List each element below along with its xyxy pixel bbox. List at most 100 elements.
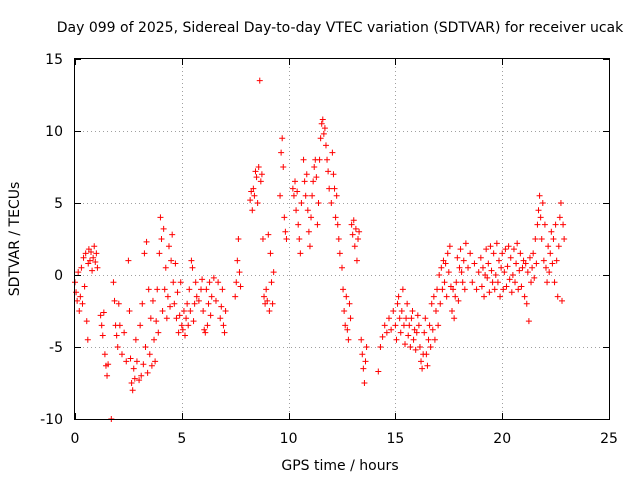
data-point [187, 308, 194, 314]
data-point [173, 315, 180, 322]
data-point [177, 279, 184, 286]
data-point [467, 250, 474, 257]
data-point [385, 315, 392, 322]
data-point [491, 286, 498, 293]
data-point [555, 243, 562, 250]
data-point [266, 308, 273, 314]
data-point [332, 214, 339, 221]
data-point [430, 293, 437, 300]
data-point [311, 164, 318, 170]
data-point [342, 322, 349, 329]
chart-title: Day 099 of 2025, Sidereal Day-to-day VTE… [57, 20, 624, 36]
data-point [359, 351, 366, 358]
data-point [309, 192, 316, 199]
data-point [336, 250, 343, 257]
data-point [351, 243, 358, 250]
data-point [199, 276, 206, 283]
data-point [160, 225, 167, 232]
plot-frame [74, 58, 610, 420]
data-point [397, 329, 404, 336]
data-point [381, 322, 388, 329]
data-point [148, 362, 155, 369]
data-point [546, 269, 553, 276]
data-point [461, 286, 468, 293]
data-point [191, 300, 198, 307]
data-point [131, 375, 138, 382]
data-point [444, 250, 451, 257]
data-point [222, 308, 229, 314]
data-point [217, 315, 224, 322]
data-point [91, 243, 98, 250]
data-point [75, 269, 82, 276]
data-point [157, 214, 164, 221]
data-point [152, 358, 159, 365]
data-point [186, 286, 193, 293]
data-point [155, 329, 162, 336]
data-point [399, 286, 406, 293]
data-point [80, 254, 87, 261]
data-point [247, 197, 254, 204]
data-point [195, 297, 202, 304]
data-point [263, 286, 270, 293]
data-point [270, 269, 277, 276]
data-point [74, 297, 81, 304]
data-point [220, 322, 227, 329]
data-point [250, 185, 257, 192]
data-point [375, 368, 382, 375]
data-point [121, 329, 128, 336]
data-point [326, 185, 333, 192]
data-point [530, 250, 537, 257]
data-point [123, 358, 130, 365]
data-point [333, 192, 340, 199]
data-point [521, 293, 528, 300]
data-point [168, 257, 175, 264]
data-point [402, 341, 409, 348]
data-point [429, 326, 436, 333]
data-point [442, 260, 449, 267]
data-point [497, 293, 504, 300]
data-point [189, 264, 196, 271]
data-point [324, 156, 331, 163]
x-tick-label: 5 [177, 431, 186, 447]
data-point [306, 243, 313, 250]
data-point [137, 322, 144, 329]
data-point [138, 372, 145, 379]
data-point [509, 272, 516, 278]
data-point [175, 329, 182, 336]
data-point [99, 332, 106, 339]
data-point [539, 200, 546, 206]
data-point [441, 279, 448, 286]
data-point [349, 231, 356, 238]
data-point [314, 221, 321, 228]
data-point [100, 309, 107, 316]
data-point [488, 267, 495, 274]
data-point [506, 276, 513, 283]
data-point [542, 264, 549, 271]
data-point [412, 346, 419, 353]
data-point [316, 156, 323, 163]
data-point [321, 125, 328, 132]
data-point [297, 250, 304, 257]
data-point [423, 351, 430, 358]
data-point [154, 286, 161, 293]
x-tick-label: 10 [280, 431, 298, 447]
data-point [449, 308, 456, 314]
data-point [330, 171, 337, 178]
data-point [319, 116, 326, 123]
data-point [215, 279, 222, 286]
data-point [178, 322, 185, 329]
data-point [556, 214, 563, 221]
data-point [203, 286, 210, 293]
data-point [164, 293, 171, 300]
data-point [421, 329, 428, 336]
data-point [479, 264, 486, 271]
data-point [90, 254, 97, 261]
data-point [490, 250, 497, 257]
data-point [560, 221, 567, 228]
data-point [403, 315, 410, 322]
data-point [167, 303, 174, 310]
data-point [280, 164, 287, 170]
data-point [257, 178, 264, 185]
data-point [81, 283, 88, 290]
data-point [425, 336, 432, 343]
